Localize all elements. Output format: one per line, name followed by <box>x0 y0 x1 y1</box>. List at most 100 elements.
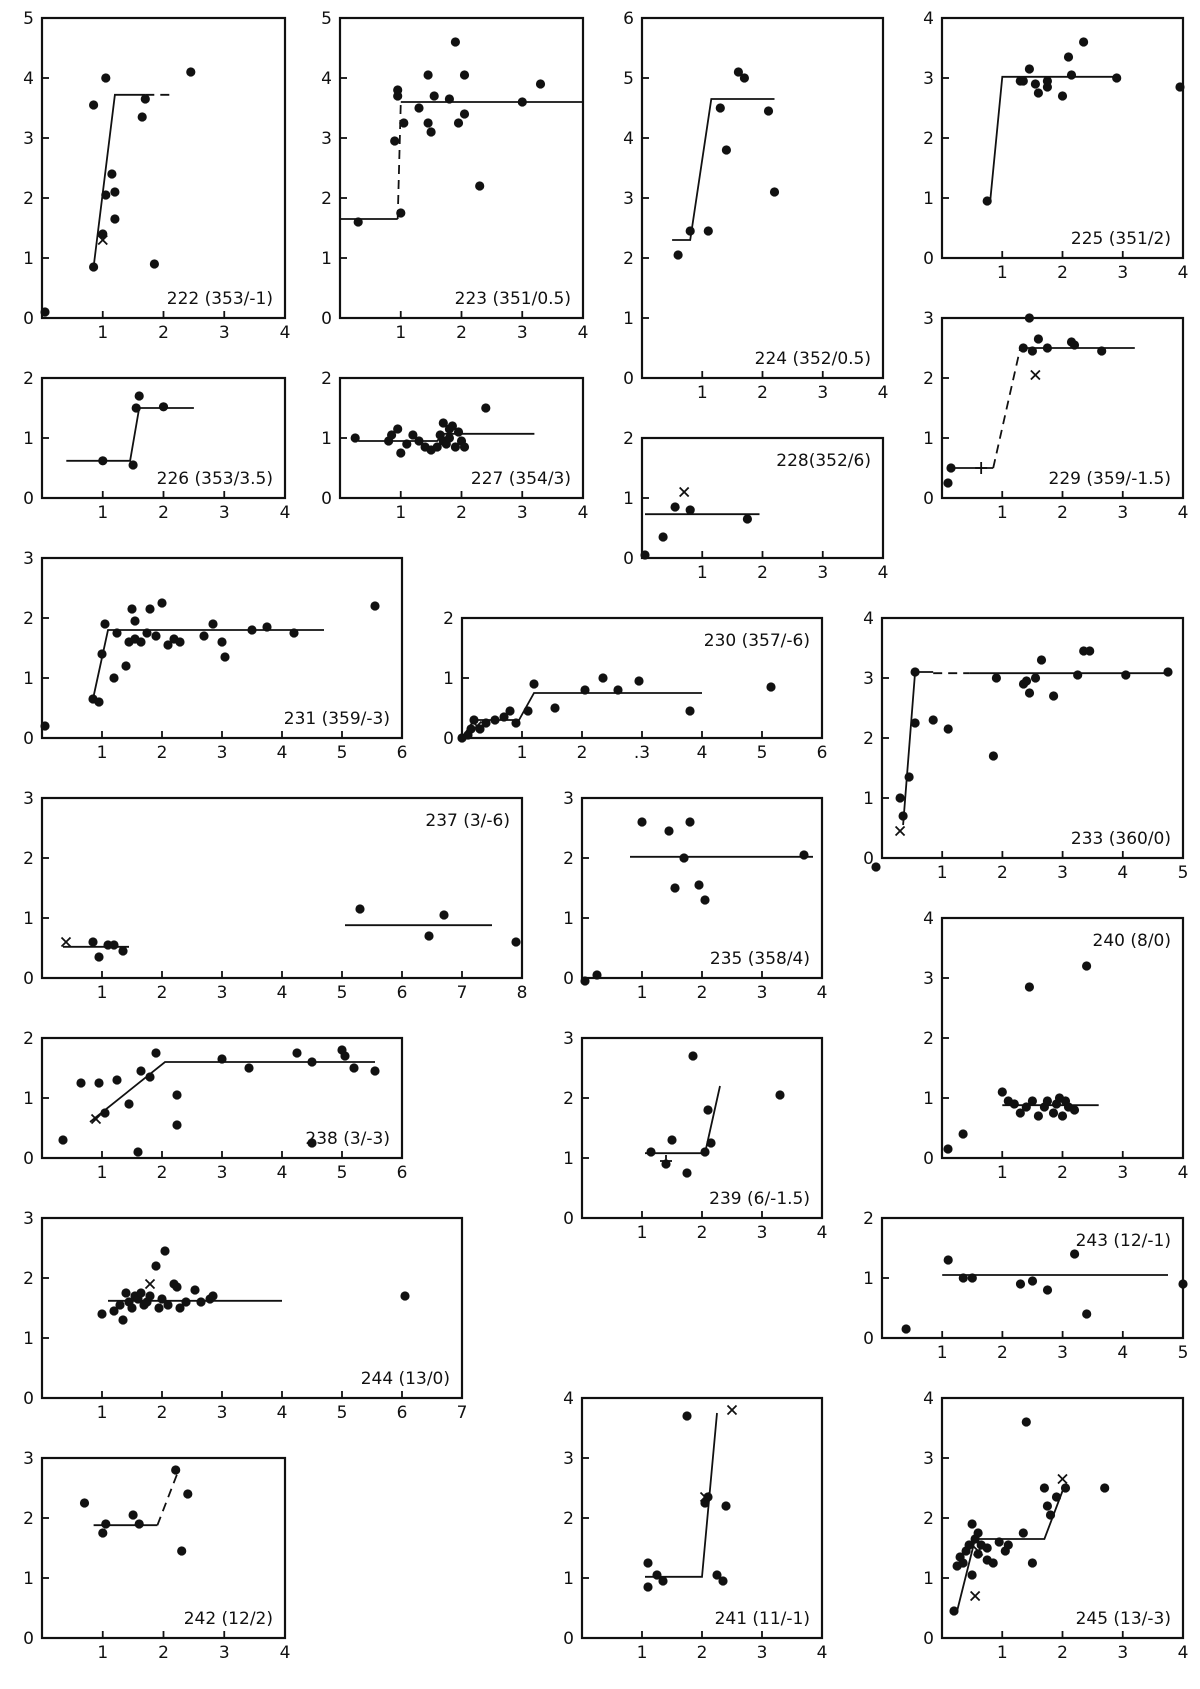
y-tick-label: 3 <box>321 129 332 149</box>
panel-label: 222 (353/-1) <box>167 289 273 309</box>
data-point <box>742 514 753 524</box>
panel-label: 228(352/6) <box>776 451 871 471</box>
x-tick-label: 5 <box>757 743 768 763</box>
x-tick-label: 4 <box>277 1403 288 1423</box>
data-point <box>426 127 436 137</box>
y-tick-label: 3 <box>23 129 34 149</box>
data-point <box>107 169 117 179</box>
data-point <box>1021 1102 1031 1112</box>
data-point <box>151 631 161 641</box>
x-tick-label: 3 <box>817 383 828 403</box>
x-tick-label: 2 <box>697 1643 708 1663</box>
y-tick-label: 2 <box>563 849 574 869</box>
data-point <box>390 136 400 146</box>
data-point <box>703 1105 713 1115</box>
data-point <box>429 91 439 101</box>
data-point <box>40 721 50 731</box>
data-point <box>1049 691 1059 701</box>
data-point <box>1079 37 1089 47</box>
x-tick-label: 2 <box>577 743 588 763</box>
data-point <box>137 112 147 122</box>
data-point <box>97 1309 107 1319</box>
panel-label: 235 (358/4) <box>710 949 810 969</box>
data-point <box>370 601 380 611</box>
data-point <box>982 1543 992 1553</box>
x-tick-label: 3 <box>217 1403 228 1423</box>
data-point <box>128 460 138 470</box>
x-tick-label: 1 <box>697 383 708 403</box>
x-tick-label: 2 <box>456 323 467 343</box>
y-tick-label: 0 <box>23 729 34 749</box>
data-point <box>640 550 650 560</box>
data-point <box>1112 73 1122 83</box>
y-tick-label: 1 <box>23 1089 34 1109</box>
data-point <box>393 85 403 95</box>
data-point <box>118 1315 128 1325</box>
data-point <box>58 1135 68 1145</box>
x-tick-label: 3 <box>517 503 528 523</box>
data-point <box>1042 1285 1053 1295</box>
data-point <box>109 1306 119 1316</box>
data-point <box>1060 1483 1071 1493</box>
data-point <box>973 1549 983 1559</box>
data-point <box>1030 79 1040 89</box>
x-tick-label: 3 <box>757 1223 768 1243</box>
data-point <box>289 628 299 638</box>
data-point <box>769 187 780 197</box>
x-tick-label: 3 <box>1117 263 1128 283</box>
data-point <box>353 217 363 227</box>
x-tick-label: 4 <box>1117 1343 1128 1363</box>
x-tick-label: 3 <box>217 743 228 763</box>
y-tick-label: 1 <box>623 489 634 509</box>
x-tick-label: 3 <box>217 1163 228 1183</box>
data-point <box>423 70 433 80</box>
data-point <box>453 427 464 437</box>
panel-label: 230 (357/-6) <box>704 631 810 651</box>
x-tick-label: 3 <box>757 983 768 1003</box>
data-point <box>183 1489 193 1499</box>
x-tick-label: 8 <box>517 983 528 1003</box>
x-tick-label: 2 <box>757 383 768 403</box>
data-point <box>1085 646 1095 656</box>
panel-16: 1 2 3 4 0 1 2 3 239 (6/-1.5) <box>563 1029 827 1243</box>
y-tick-label: 1 <box>23 669 34 689</box>
y-tick-label: 1 <box>443 669 454 689</box>
x-tick-label: 5 <box>337 1163 348 1183</box>
y-tick-label: 1 <box>923 1089 934 1109</box>
y-tick-label: 4 <box>623 129 634 149</box>
data-point <box>994 1537 1004 1547</box>
data-point <box>517 97 527 107</box>
data-point <box>1051 1492 1062 1502</box>
y-tick-label: 1 <box>23 429 34 449</box>
panel-21: 1 2 3 4 0 1 2 3 4 245 (13/-3) <box>923 1389 1188 1663</box>
data-point <box>580 976 590 986</box>
data-point <box>124 1099 134 1109</box>
panel-9: 1 2 3 4 5 6 0 1 2 3 231 (359/-3) <box>23 549 407 763</box>
data-point <box>459 442 470 452</box>
cross-marker <box>144 1278 156 1290</box>
x-tick-label: 1 <box>997 1163 1008 1183</box>
panel-10: 1 2 .3 4 5 6 0 1 2 230 (357/-6) <box>443 609 827 763</box>
x-tick-label: 2 <box>997 1343 1008 1363</box>
panel-15: 1 2 3 4 5 6 0 1 2 238 (3/-3) <box>23 1029 407 1183</box>
y-tick-label: 2 <box>443 609 454 629</box>
data-point <box>408 430 418 440</box>
x-tick-label: 1 <box>937 1343 948 1363</box>
x-tick-label: 4 <box>280 503 291 523</box>
x-tick-label: 4 <box>1117 863 1128 883</box>
data-point <box>766 682 776 692</box>
data-point <box>175 1303 185 1313</box>
panel-label: 244 (13/0) <box>361 1369 450 1389</box>
data-point <box>1003 1540 1013 1550</box>
y-tick-label: 3 <box>923 969 934 989</box>
cross-marker <box>90 1113 102 1125</box>
data-point <box>98 1528 108 1538</box>
y-tick-label: 0 <box>863 1329 874 1349</box>
x-tick-label: 3 <box>1057 863 1068 883</box>
x-tick-label: 1 <box>697 563 708 583</box>
y-tick-label: 4 <box>923 1389 934 1409</box>
data-point <box>172 1090 182 1100</box>
x-tick-label: .3 <box>634 743 650 763</box>
fit-line-dashed <box>156 1469 180 1526</box>
